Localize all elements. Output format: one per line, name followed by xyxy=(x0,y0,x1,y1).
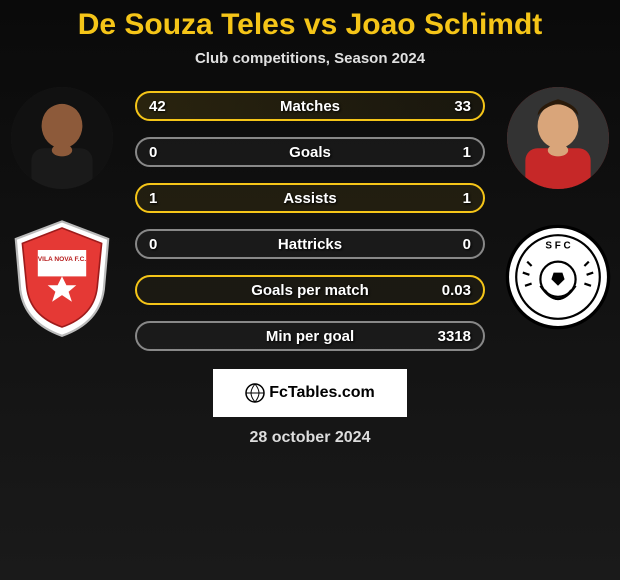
page-title: De Souza Teles vs Joao Schimdt xyxy=(0,8,620,42)
comparison-card: De Souza Teles vs Joao Schimdt Club comp… xyxy=(0,0,620,447)
stat-label: Goals per match xyxy=(251,282,369,299)
stat-right-value: 33 xyxy=(454,98,471,115)
svg-text:VILA NOVA F.C.: VILA NOVA F.C. xyxy=(38,256,87,263)
stats-column: 42 Matches 33 0 Goals 1 1 Assists 1 0 Hattricks 0 Go… xyxy=(135,87,485,351)
stat-right-value: 0.03 xyxy=(442,282,471,299)
footer: FcTables.com 28 october 2024 xyxy=(0,369,620,447)
stat-left-value: 0 xyxy=(149,236,157,253)
stat-bar: 42 Matches 33 xyxy=(135,91,485,121)
stat-right-value: 1 xyxy=(463,144,471,161)
stat-label: Min per goal xyxy=(266,328,354,345)
date-text: 28 october 2024 xyxy=(0,429,620,447)
right-column: S F C xyxy=(503,87,613,337)
stat-bar: 0 Goals 1 xyxy=(135,137,485,167)
player1-avatar xyxy=(11,87,113,189)
brand-box: FcTables.com xyxy=(213,369,407,417)
stat-right-value: 0 xyxy=(463,236,471,253)
player2-avatar xyxy=(507,87,609,189)
stat-left-value: 1 xyxy=(149,190,157,207)
main-row: VILA NOVA F.C. 42 Matches 33 0 Goals 1 1 Assist… xyxy=(0,87,620,351)
stat-bar: 0 Hattricks 0 xyxy=(135,229,485,259)
stat-label: Goals xyxy=(289,144,331,161)
brand-text: FcTables.com xyxy=(269,384,375,402)
logo-icon xyxy=(245,383,265,403)
stat-label: Hattricks xyxy=(278,236,342,253)
stat-right-value: 1 xyxy=(463,190,471,207)
club2-badge: S F C xyxy=(503,217,613,337)
stat-left-value: 0 xyxy=(149,144,157,161)
stat-right-value: 3318 xyxy=(438,328,471,345)
svg-text:S F C: S F C xyxy=(545,240,570,251)
stat-bar: Goals per match 0.03 xyxy=(135,275,485,305)
left-column: VILA NOVA F.C. xyxy=(7,87,117,337)
club1-badge: VILA NOVA F.C. xyxy=(7,217,117,337)
stat-left-value: 42 xyxy=(149,98,166,115)
stat-bar: 1 Assists 1 xyxy=(135,183,485,213)
stat-label: Assists xyxy=(283,190,336,207)
stat-label: Matches xyxy=(280,98,340,115)
subtitle: Club competitions, Season 2024 xyxy=(0,50,620,67)
stat-bar: Min per goal 3318 xyxy=(135,321,485,351)
